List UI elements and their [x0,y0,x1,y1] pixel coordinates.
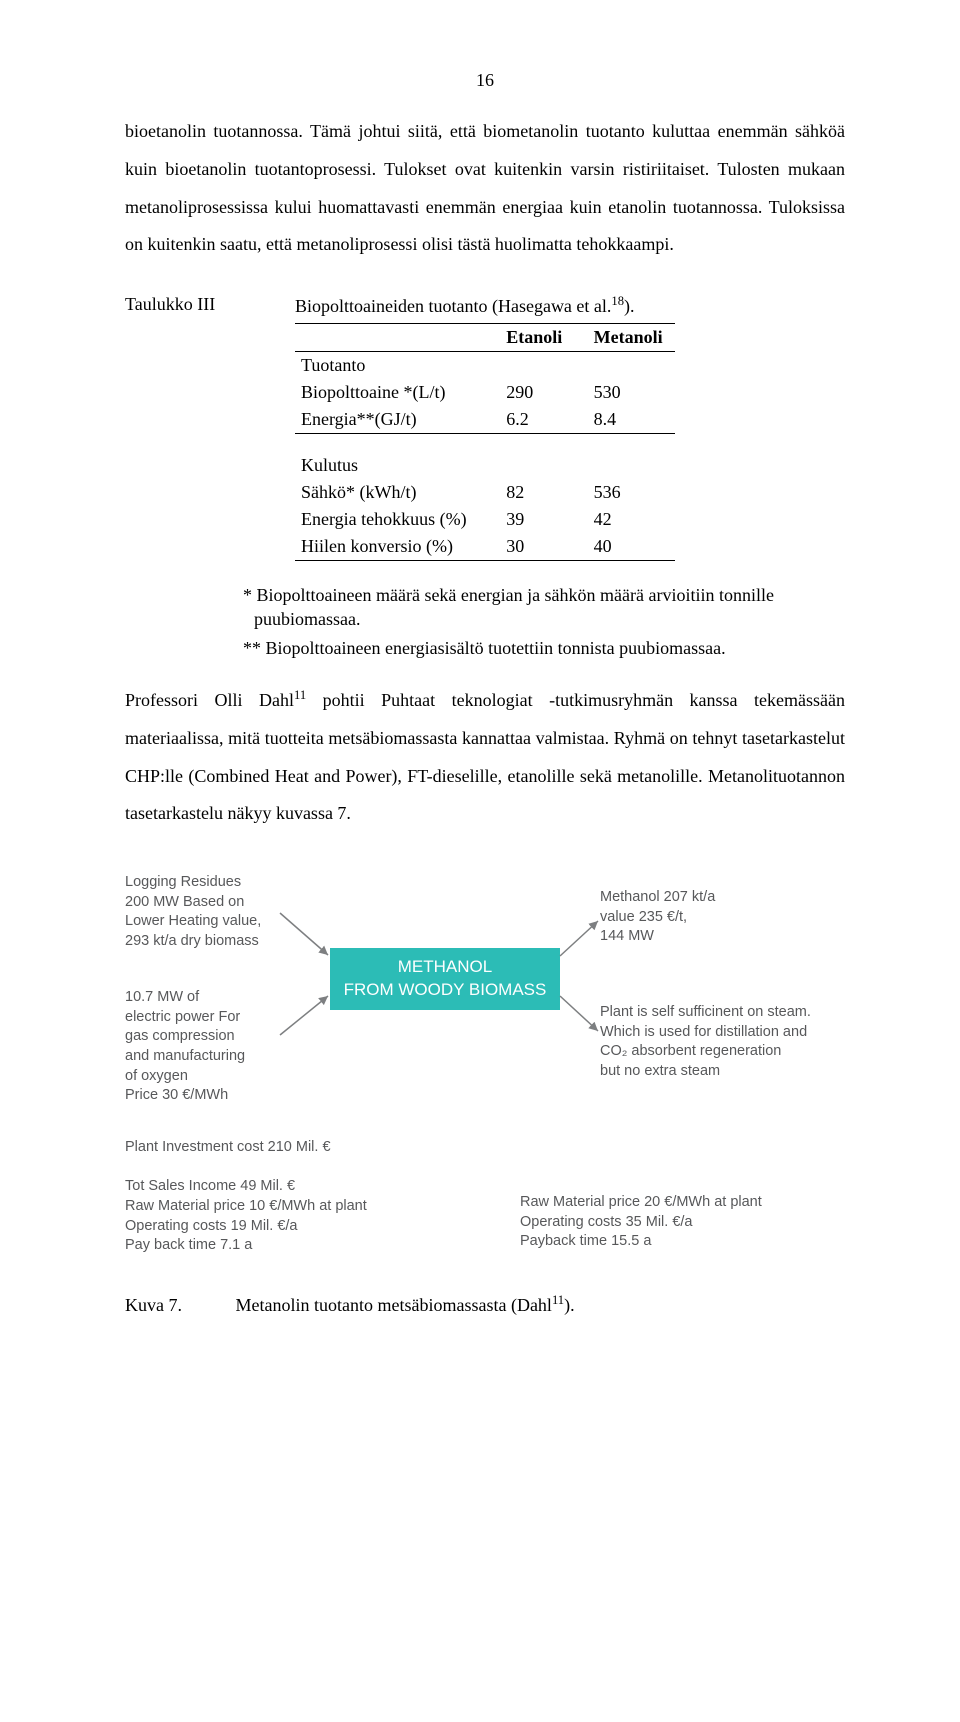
figure-7-arrow-top-left [280,913,335,968]
figure-7-caption-sup: 11 [552,1293,564,1307]
table-3-row2-label: Energia**(GJ/t) [295,406,500,434]
figure-7-arrow-mid-right [560,993,605,1041]
table-3-caption: Biopolttoaineiden tuotanto (Hasegawa et … [295,294,635,317]
table-3-section-1: Tuotanto [295,352,500,380]
table-3-footnote-2: ** Biopolttoaineen energiasisältö tuotet… [243,636,785,660]
table-3-caption-tail: ). [624,296,635,316]
figure-7: Logging Residues200 MW Based onLower Hea… [125,873,845,1283]
table-3: Etanoli Metanoli Tuotanto Biopolttoaine … [295,323,845,561]
page-number: 16 [125,70,845,91]
figure-7-caption-label: Kuva 7. [125,1295,231,1316]
figure-7-arrow-mid-left [280,993,335,1043]
paragraph-2-post: pohtii Puhtaat teknologiat -tutkimusryhm… [125,690,845,823]
table-3-caption-sup: 18 [611,294,624,308]
table-3-row5-label: Hiilen konversio (%) [295,533,500,561]
table-3-row3-label: Sähkö* (kWh/t) [295,479,500,506]
table-3-row1-v2: 530 [588,379,675,406]
figure-7-mid-left: 10.7 MW ofelectric power Forgas compress… [125,988,295,1105]
table-3-row2-v1: 6.2 [500,406,587,434]
figure-7-caption: Kuva 7. Metanolin tuotanto metsäbiomassa… [125,1293,845,1316]
table-3-col-1: Etanoli [500,324,587,352]
table-3-caption-row: Taulukko III Biopolttoaineiden tuotanto … [125,294,845,317]
table-3-row5-v1: 30 [500,533,587,561]
table-3-col-2: Metanoli [588,324,675,352]
figure-7-top-right: Methanol 207 kt/avalue 235 €/t,144 MW [600,888,800,947]
figure-7-box-line1: METHANOL [398,957,492,976]
table-3-label: Taulukko III [125,294,295,317]
figure-7-bottom-right: Raw Material price 20 €/MWh at plantOper… [520,1193,820,1252]
paragraph-2-sup: 11 [294,688,306,702]
figure-7-center-box: METHANOL FROM WOODY BIOMASS [330,948,560,1010]
figure-7-box-line2: FROM WOODY BIOMASS [344,980,547,999]
figure-7-top-left: Logging Residues200 MW Based onLower Hea… [125,873,305,951]
table-3-section-2: Kulutus [295,452,500,479]
paragraph-2: Professori Olli Dahl11 pohtii Puhtaat te… [125,682,845,833]
figure-7-mid-right: Plant is self sufficinent on steam.Which… [600,1003,860,1081]
table-3-footnote-1: * Biopolttoaineen määrä sekä energian ja… [243,583,785,632]
table-3-row5-v2: 40 [588,533,675,561]
table-3-row1-label: Biopolttoaine *(L/t) [295,379,500,406]
table-3-row4-v1: 39 [500,506,587,533]
paragraph-1: bioetanolin tuotannossa. Tämä johtui sii… [125,113,845,264]
table-3-row3-v2: 536 [588,479,675,506]
figure-7-caption-pre: Metanolin tuotanto metsäbiomassasta (Dah… [236,1295,552,1315]
paragraph-2-pre: Professori Olli Dahl [125,690,294,710]
table-3-row4-v2: 42 [588,506,675,533]
figure-7-bottom-left: Plant Investment cost 210 Mil. € Tot Sal… [125,1138,425,1255]
figure-7-arrow-top-right [560,918,605,966]
table-3-row2-v2: 8.4 [588,406,675,434]
table-3-row4-label: Energia tehokkuus (%) [295,506,500,533]
table-3-caption-text: Biopolttoaineiden tuotanto (Hasegawa et … [295,296,611,316]
page: 16 bioetanolin tuotannossa. Tämä johtui … [0,0,960,1376]
table-3-row3-v1: 82 [500,479,587,506]
figure-7-caption-post: ). [564,1295,575,1315]
table-3-row1-v1: 290 [500,379,587,406]
